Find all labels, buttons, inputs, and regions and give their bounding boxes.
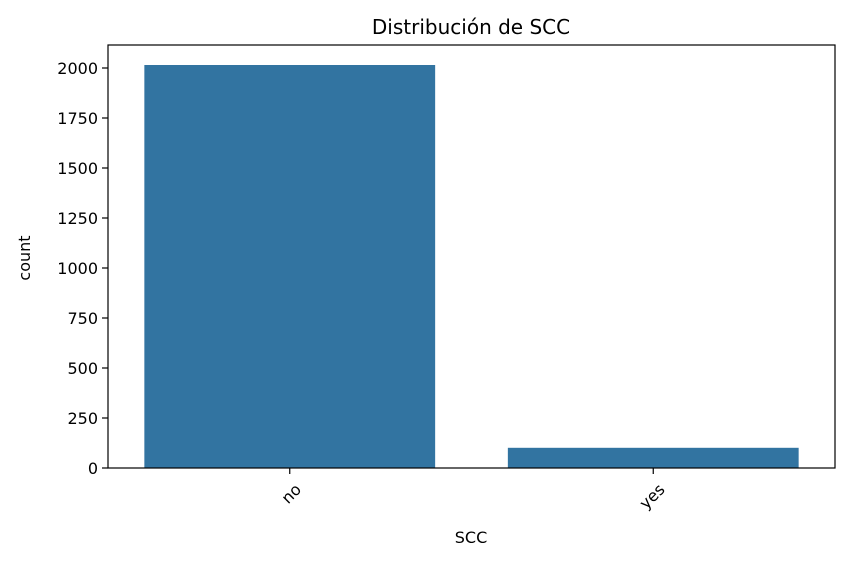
y-tick-label: 1750: [57, 109, 98, 128]
y-tick-label: 1000: [57, 259, 98, 278]
chart-title: Distribución de SCC: [372, 15, 570, 39]
y-tick-label: 500: [67, 359, 98, 378]
x-axis-label: SCC: [455, 528, 488, 547]
y-axis-label: count: [15, 235, 34, 280]
y-tick-label: 250: [67, 409, 98, 428]
y-tick-label: 1500: [57, 159, 98, 178]
bar-no: [144, 65, 436, 468]
y-tick-label: 0: [88, 459, 98, 478]
y-tick-label: 750: [67, 309, 98, 328]
y-tick-label: 2000: [57, 59, 98, 78]
x-tick-label: yes: [636, 480, 669, 513]
y-tick-label: 1250: [57, 209, 98, 228]
bar-yes: [507, 447, 799, 468]
x-tick-label: no: [278, 480, 306, 508]
axes-frame: [107, 44, 836, 469]
plot-area: 0 250 500 750 1000 1250 1500 1750 2000 no yes: [57, 44, 836, 513]
